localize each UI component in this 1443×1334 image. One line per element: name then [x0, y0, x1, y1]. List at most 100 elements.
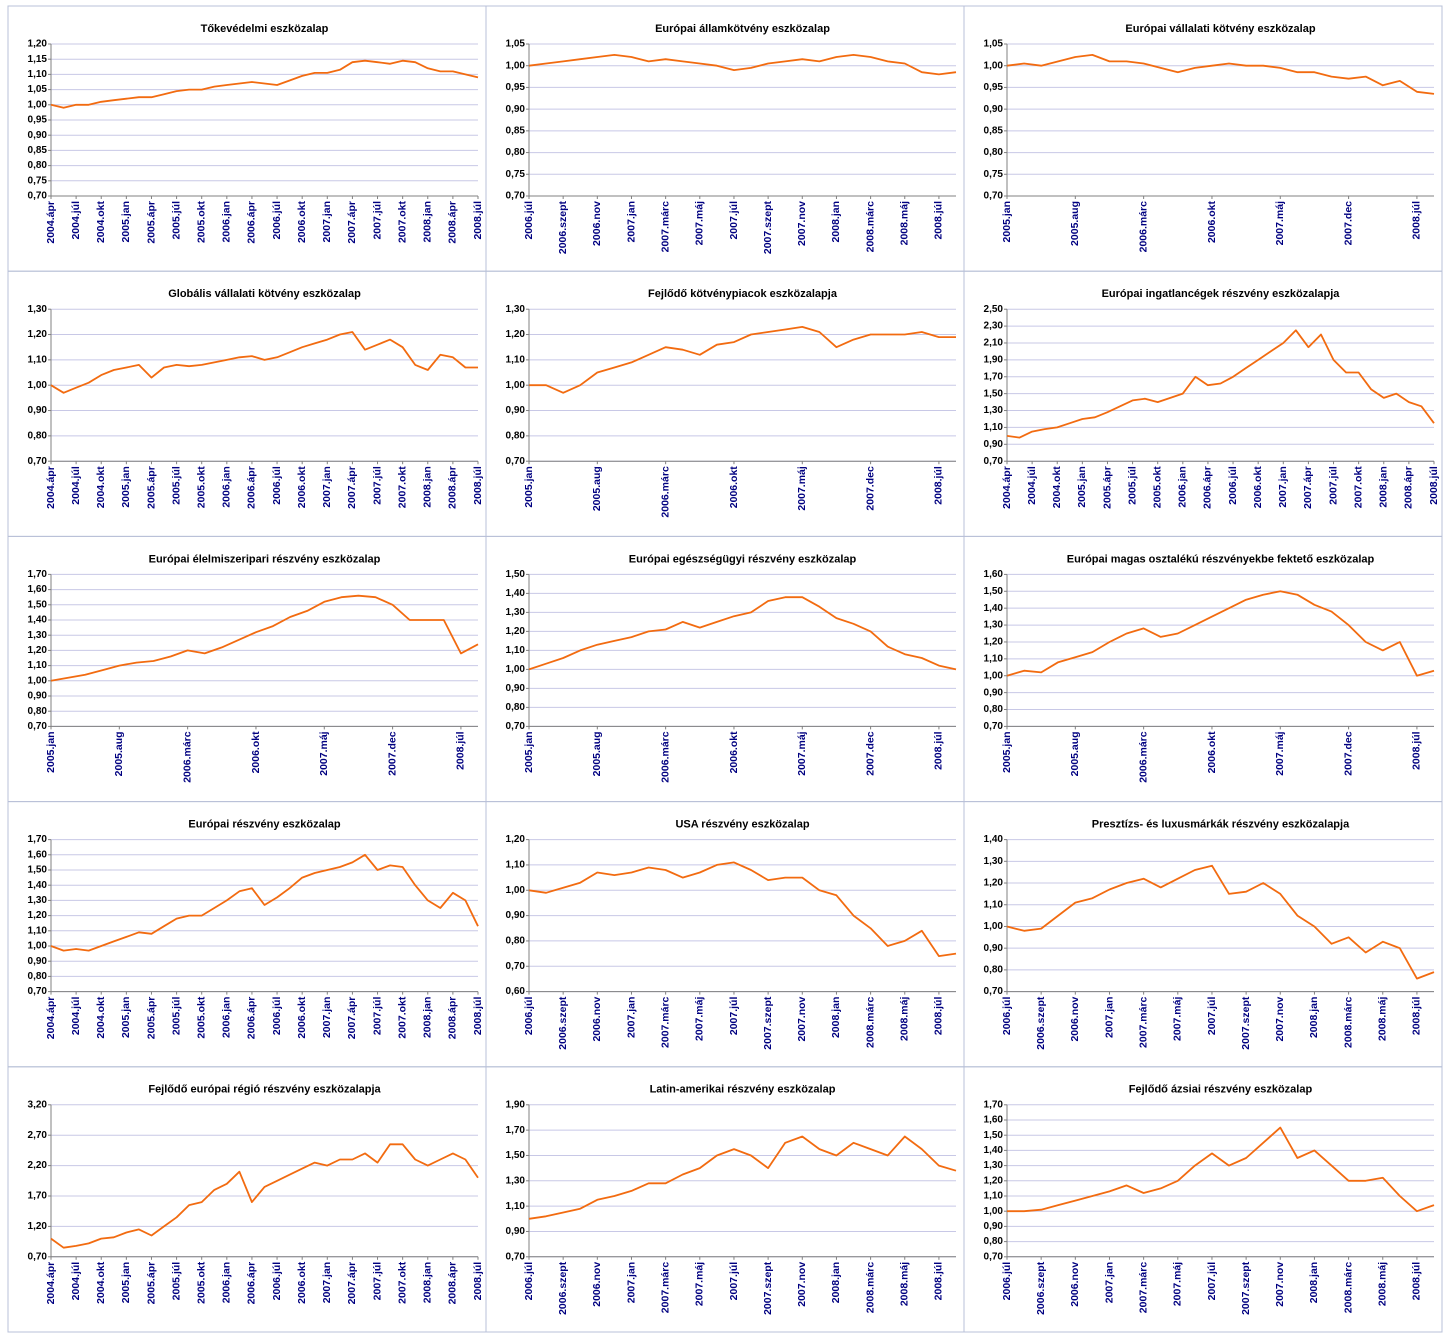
x-tick-label: 2007.dec: [864, 731, 876, 776]
x-tick-label: 2005.ápr: [145, 201, 157, 244]
y-tick-label: 1,20: [984, 637, 1004, 648]
data-line: [50, 853, 479, 952]
x-tick-label: 2005.aug: [591, 731, 603, 776]
y-tick-label: 0,95: [984, 82, 1004, 93]
y-tick-label: 1,40: [984, 1145, 1004, 1156]
x-tick-label: 2005.ápr: [145, 466, 157, 509]
x-tick-label: 2008.jan: [422, 466, 434, 507]
x-tick-label: 2007.szept: [762, 996, 774, 1050]
y-tick-label: 1,30: [506, 1175, 526, 1186]
data-line: [528, 54, 957, 76]
x-tick-label: 2007.szept: [1240, 996, 1252, 1050]
data-line: [528, 861, 957, 957]
y-tick-label: 1,60: [28, 849, 48, 860]
x-tick-label: 2005.aug: [1069, 201, 1081, 246]
y-tick-label: 1,50: [984, 586, 1004, 597]
x-tick-label: 2008.júl: [1411, 997, 1423, 1036]
x-tick-label: 2006.jan: [1177, 466, 1189, 507]
x-tick-label: 2006.márc: [659, 731, 671, 783]
x-tick-label: 2007.jan: [625, 997, 637, 1038]
y-tick-label: 3,20: [28, 1099, 48, 1110]
x-tick-label: 2005.jan: [1001, 731, 1013, 772]
x-tick-label: 2004.júl: [70, 201, 82, 240]
x-tick-label: 2008.jan: [830, 201, 842, 242]
chart-title: Európai ingatlancégek részvény eszközala…: [1102, 288, 1341, 300]
x-tick-label: 2004.júl: [70, 997, 82, 1036]
y-tick-label: 1,20: [28, 910, 48, 921]
y-tick-label: 1,60: [984, 1115, 1004, 1126]
y-tick-label: 1,20: [984, 878, 1004, 889]
y-tick-label: 1,00: [506, 60, 526, 71]
data-line: [50, 331, 478, 394]
y-tick-label: 1,30: [28, 895, 48, 906]
x-tick-label: 2004.ápr: [45, 201, 57, 244]
y-tick-label: 1,90: [984, 355, 1004, 366]
x-tick-label: 2007.nov: [796, 1262, 808, 1307]
x-tick-label: 2006.szept: [557, 996, 569, 1050]
x-tick-label: 2007.máj: [318, 731, 330, 775]
y-tick-label: 1,50: [984, 388, 1004, 399]
chart-title: Fejlődő ázsiai részvény eszközalap: [1129, 1084, 1313, 1096]
y-tick-label: 0,80: [28, 971, 48, 982]
x-tick-label: 2007.máj: [694, 201, 706, 245]
x-tick-label: 2006.ápr: [246, 1262, 258, 1305]
x-tick-label: 2006.júl: [271, 201, 283, 240]
y-tick-label: 1,20: [506, 329, 526, 340]
x-tick-label: 2007.ápr: [346, 1262, 358, 1305]
y-tick-label: 1,30: [984, 405, 1004, 416]
x-tick-label: 2005.jan: [120, 997, 132, 1038]
x-tick-label: 2006.szept: [557, 1261, 569, 1315]
x-tick-label: 2008.júl: [1411, 731, 1423, 770]
y-tick-label: 1,10: [28, 355, 48, 366]
y-tick-label: 0,80: [984, 147, 1004, 158]
data-line: [528, 596, 957, 671]
y-tick-label: 1,10: [28, 660, 48, 671]
y-tick-label: 1,00: [506, 664, 526, 675]
y-tick-label: 1,40: [506, 588, 526, 599]
x-tick-label: 2005.okt: [1151, 466, 1163, 509]
x-tick-label: 2005.júl: [170, 201, 182, 240]
x-tick-label: 2007.okt: [1352, 466, 1364, 509]
y-tick-label: 1,30: [984, 620, 1004, 631]
y-tick-label: 1,10: [506, 860, 526, 871]
x-tick-label: 2007.jan: [625, 1262, 637, 1303]
x-tick-label: 2007.jan: [1103, 997, 1115, 1038]
data-line: [1006, 329, 1435, 439]
x-tick-label: 2005.júl: [170, 1262, 182, 1301]
x-tick-label: 2007.júl: [371, 997, 383, 1036]
y-tick-label: 1,70: [506, 1125, 526, 1136]
x-tick-label: 2008.ápr: [447, 201, 459, 244]
x-tick-label: 2008.júl: [933, 731, 945, 770]
y-tick-label: 0,70: [506, 961, 526, 972]
chart-title: Európai egészségügyi részvény eszközalap: [629, 553, 857, 565]
y-tick-label: 0,85: [984, 125, 1004, 136]
x-tick-label: 2008.márc: [864, 996, 876, 1048]
x-tick-label: 2006.okt: [1206, 731, 1218, 774]
x-tick-label: 2008.jan: [1378, 466, 1390, 507]
chart-title: Európai vállalati kötvény eszközalap: [1125, 23, 1315, 35]
y-tick-label: 0,70: [506, 1251, 526, 1262]
y-tick-label: 1,40: [28, 615, 48, 626]
x-tick-label: 2007.ápr: [346, 201, 358, 244]
y-tick-label: 0,90: [28, 405, 48, 416]
y-tick-label: 1,00: [984, 1206, 1004, 1217]
y-tick-label: 0,80: [984, 1236, 1004, 1247]
x-tick-label: 2007.márc: [659, 996, 671, 1048]
x-tick-label: 2007.jan: [625, 201, 637, 242]
x-tick-label: 2007.nov: [796, 996, 808, 1041]
y-tick-label: 1,05: [984, 39, 1004, 50]
y-tick-label: 1,70: [28, 1191, 48, 1202]
x-tick-label: 2005.jan: [523, 731, 535, 772]
chart-title: Fejlődő európai régió részvény eszközala…: [148, 1084, 381, 1096]
y-tick-label: 0,90: [506, 405, 526, 416]
chart-title: Tőkevédelmi eszközalap: [201, 23, 329, 35]
x-tick-label: 2007.júl: [728, 997, 740, 1036]
x-tick-label: 2008.máj: [1377, 1262, 1389, 1306]
y-tick-label: 0,70: [28, 191, 48, 202]
x-tick-label: 2004.júl: [70, 1262, 82, 1301]
x-tick-label: 2008.márc: [864, 1262, 876, 1314]
y-tick-label: 1,00: [28, 941, 48, 952]
chart-title: USA részvény eszközalap: [675, 819, 809, 831]
x-tick-label: 2006.nov: [1069, 1262, 1081, 1307]
x-tick-label: 2008.máj: [899, 201, 911, 245]
